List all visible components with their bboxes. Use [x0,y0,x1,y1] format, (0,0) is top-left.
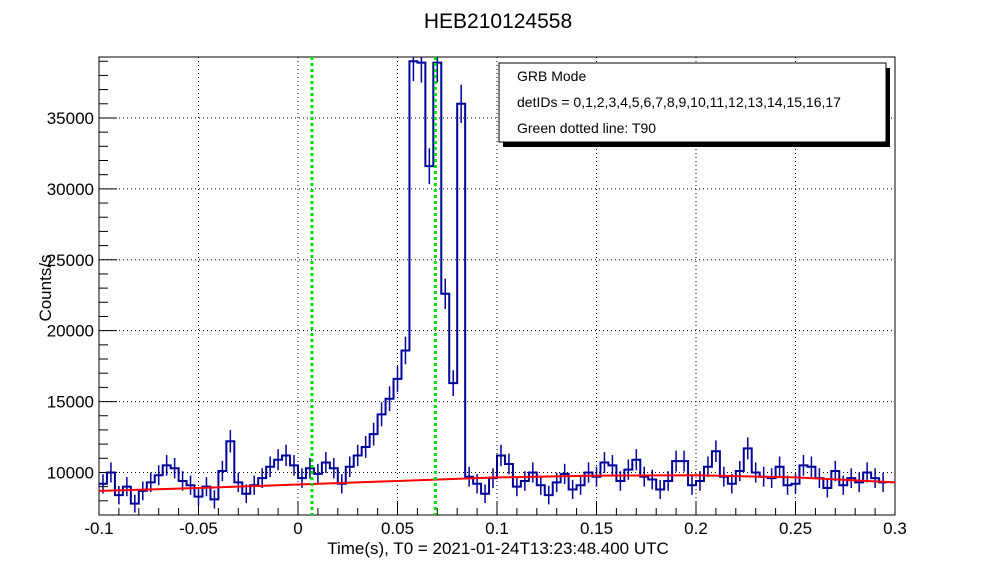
legend-entry-t90: Green dotted line: T90 [517,120,656,136]
y-tick-label: 25000 [47,251,94,270]
y-tick-label: 35000 [47,109,94,128]
x-tick-label: -0.05 [179,519,218,538]
x-tick-label: 0.25 [779,519,812,538]
grid-lines [99,57,895,515]
background-fit-line [98,474,896,492]
x-axis-title: Time(s), T0 = 2021-01-24T13:23:48.400 UT… [327,539,669,558]
x-tick-label: 0.15 [580,519,613,538]
plot-series [98,57,896,515]
y-tick-label: 15000 [47,393,94,412]
y-tick-label: 30000 [47,180,94,199]
x-tick-label: 0 [293,519,302,538]
x-axis: -0.1 -0.05 0 0.05 0.1 0.15 0.2 0.25 0.3 [84,501,907,538]
x-tick-label: 0.2 [684,519,708,538]
y-axis: 10000 15000 20000 25000 30000 35000 [47,60,117,516]
y-tick-label: 10000 [47,463,94,482]
legend-box: GRB Mode detIDs = 0,1,2,3,4,5,6,7,8,9,10… [498,62,890,147]
chart-title: HEB210124558 [424,10,572,33]
x-tick-label: 0.05 [381,519,414,538]
y-tick-label: 20000 [47,322,94,341]
x-tick-label: 0.1 [485,519,509,538]
legend-entry-detids: detIDs = 0,1,2,3,4,5,6,7,8,9,10,11,12,13… [517,94,841,110]
legend-entry-mode: GRB Mode [517,68,586,84]
x-tick-label: 0.3 [883,519,907,538]
y-axis-title: Counts/s [36,254,55,321]
x-tick-label: -0.1 [84,519,113,538]
legend-frame [498,62,887,143]
